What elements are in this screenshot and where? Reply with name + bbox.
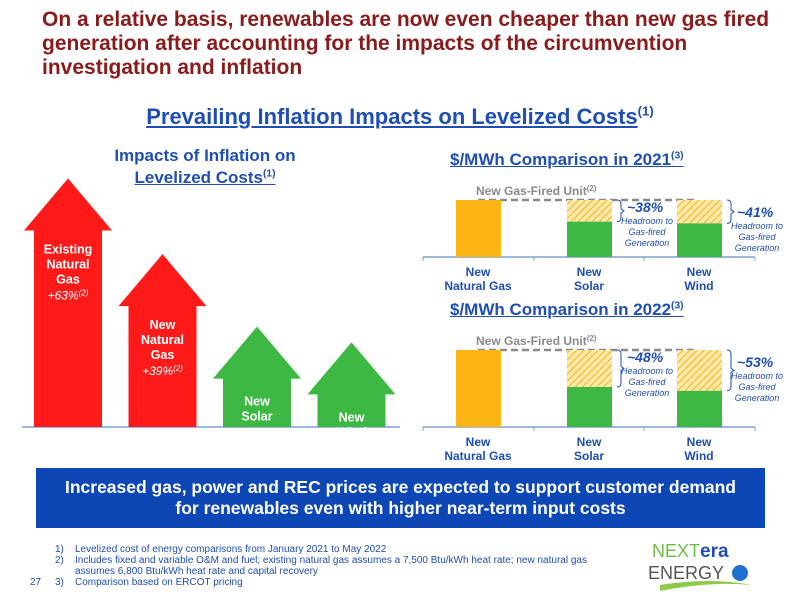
- category-label: New: [466, 265, 491, 279]
- inflation-title-line2: Levelized Costs: [134, 168, 264, 187]
- headroom-hatch: [677, 350, 722, 391]
- arrow-label: New: [339, 410, 365, 424]
- headroom-value: ~38%: [627, 199, 664, 215]
- charts-canvas: ExistingNaturalGas+63%(2)NewNaturalGas+3…: [22, 178, 783, 463]
- page-number: 27: [30, 577, 42, 588]
- headroom-hatch: [677, 200, 722, 224]
- subtitle-text: Prevailing Inflation Impacts on Levelize…: [146, 104, 638, 129]
- headroom-value: ~53%: [737, 354, 774, 370]
- category-label: Natural Gas: [444, 449, 512, 463]
- headroom-bracket: [726, 349, 735, 392]
- headroom-caption: Gas-fired: [628, 227, 666, 237]
- category-label: New: [687, 435, 712, 449]
- headroom-bracket: [616, 199, 625, 223]
- comparison-2022-title: $/MWh Comparison in 2022(3): [450, 300, 684, 320]
- arrow-bar: [213, 326, 301, 427]
- arrow-label: Solar: [241, 410, 272, 424]
- arrow-label: Wind: [336, 425, 366, 439]
- headroom-caption: Gas-fired: [738, 232, 776, 242]
- arrow-bar: [118, 254, 207, 427]
- category-label: New: [466, 435, 491, 449]
- footnote: 1) Levelized cost of energy comparisons f…: [55, 544, 615, 555]
- headroom-caption: Gas-fired: [628, 377, 666, 387]
- comparison-2022-sup: (3): [671, 300, 684, 312]
- arrow-label: New: [150, 318, 176, 332]
- logo-sun-icon: [732, 565, 748, 581]
- arrow-bar: [24, 178, 112, 427]
- footnote-number: 2): [55, 555, 64, 566]
- headroom-caption: Generation: [625, 238, 670, 248]
- arrow-label: Gas: [151, 348, 175, 362]
- logo-energy: ENERGY: [648, 563, 724, 583]
- arrow-value-label: +39%(2): [142, 364, 183, 378]
- comparison-2022-title-text: $/MWh Comparison in 2022: [450, 300, 672, 319]
- comparison-2021-sup: (3): [671, 150, 684, 162]
- footnote: 2) Includes fixed and variable O&M and fu…: [55, 555, 615, 577]
- headroom-value: ~41%: [737, 204, 774, 220]
- renewable-bar: [677, 223, 722, 257]
- footnote-number: 3): [55, 577, 64, 588]
- headroom-caption: Headroom to: [731, 371, 783, 381]
- slide-subtitle: Prevailing Inflation Impacts on Levelize…: [0, 104, 800, 130]
- arrow-value-label: +11%: [336, 441, 366, 455]
- category-label: Wind: [684, 449, 713, 463]
- arrow-label: Gas: [56, 273, 80, 287]
- logo-next: NEXT: [652, 541, 700, 561]
- arrow-label: New: [244, 395, 270, 409]
- headroom-caption: Generation: [625, 388, 670, 398]
- nextera-energy-logo: NEXT era ENERGY: [648, 541, 752, 591]
- headroom-caption: Headroom to: [621, 216, 673, 226]
- reference-label: New Gas-Fired Unit(2): [476, 334, 597, 348]
- headroom-caption: Generation: [735, 243, 780, 253]
- category-label: Wind: [684, 279, 713, 293]
- arrow-label: Existing: [44, 243, 93, 257]
- logo-swoosh-icon: [660, 581, 752, 591]
- category-label: New: [687, 265, 712, 279]
- arrow-value-label: +63%(2): [48, 289, 89, 303]
- headroom-bracket: [616, 349, 625, 388]
- arrow-label: Natural: [141, 333, 184, 347]
- arrow-bar: [307, 342, 396, 427]
- footnote-text: Comparison based on ERCOT pricing: [75, 577, 243, 588]
- logo-era: era: [700, 541, 729, 562]
- gas-bar: [456, 350, 501, 427]
- headroom-hatch: [567, 350, 612, 387]
- renewable-bar: [567, 221, 612, 257]
- subtitle-footnote: (1): [637, 103, 654, 119]
- headroom-bracket: [726, 199, 735, 224]
- category-label: New: [577, 435, 602, 449]
- comparison-2021-title: $/MWh Comparison in 2021(3): [450, 150, 684, 170]
- headroom-hatch: [567, 200, 612, 222]
- arrow-label: Natural: [46, 258, 89, 272]
- arrow-value-label: +16%: [241, 426, 272, 440]
- renewable-bar: [567, 386, 612, 427]
- footnote-number: 1): [55, 544, 64, 555]
- inflation-title-sup: (1): [263, 168, 276, 180]
- category-label: New: [577, 265, 602, 279]
- headroom-caption: Headroom to: [731, 221, 783, 231]
- footnote-text: Includes fixed and variable O&M and fuel…: [75, 555, 587, 577]
- footnotes: 1) Levelized cost of energy comparisons f…: [55, 544, 615, 588]
- headroom-caption: Gas-fired: [738, 382, 776, 392]
- headroom-caption: Headroom to: [621, 366, 673, 376]
- key-message-banner: Increased gas, power and REC prices are …: [36, 468, 765, 528]
- headroom-value: ~48%: [627, 349, 664, 365]
- renewable-bar: [677, 390, 722, 427]
- gas-bar: [456, 200, 501, 257]
- comparison-2021-title-text: $/MWh Comparison in 2021: [450, 150, 672, 169]
- reference-label: New Gas-Fired Unit(2): [476, 184, 597, 198]
- footnote: 3) Comparison based on ERCOT pricing: [55, 577, 615, 588]
- headroom-caption: Generation: [735, 393, 780, 403]
- inflation-title-line1: Impacts of Inflation on: [114, 146, 296, 165]
- category-label: Natural Gas: [444, 279, 512, 293]
- category-label: Solar: [574, 449, 604, 463]
- inflation-chart-title: Impacts of Inflation on Levelized Costs(…: [60, 145, 350, 189]
- slide-title: On a relative basis, renewables are now …: [42, 8, 770, 79]
- footnote-text: Levelized cost of energy comparisons fro…: [75, 544, 387, 555]
- category-label: Solar: [574, 279, 604, 293]
